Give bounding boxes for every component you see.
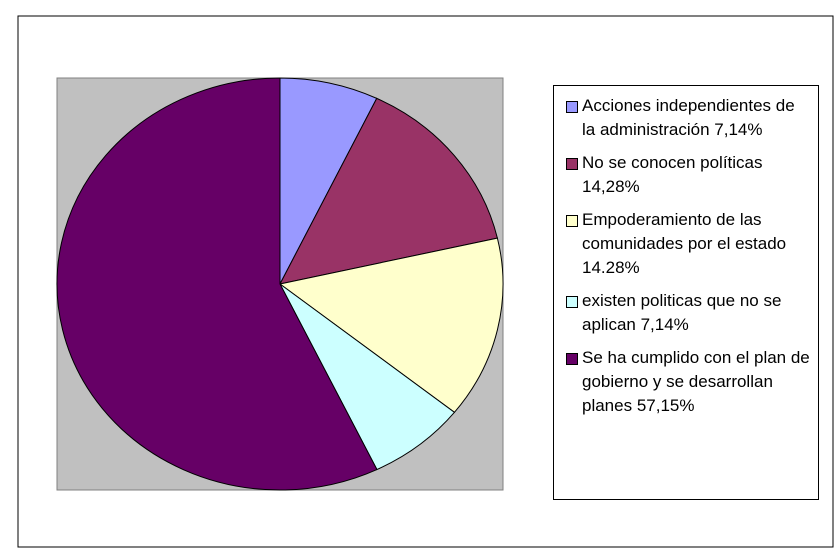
legend-swatch: [566, 158, 578, 170]
legend-item: Se ha cumplido con el plan de gobierno y…: [566, 346, 812, 418]
legend-label: Empoderamiento de las comunidades por el…: [582, 210, 787, 277]
pie-slice: [279, 77, 378, 285]
legend-swatch: [566, 101, 578, 113]
legend-item: Empoderamiento de las comunidades por el…: [566, 208, 812, 280]
pie-slice: [279, 283, 456, 471]
pie-slice: [279, 97, 498, 285]
legend-swatch: [566, 353, 578, 365]
legend-label: No se conocen políticas 14,28%: [582, 153, 763, 196]
legend-swatch: [566, 296, 578, 308]
legend-item: Acciones independientes de la administra…: [566, 94, 812, 142]
pie-slice: [278, 237, 504, 414]
legend-label: Acciones independientes de la administra…: [582, 96, 795, 139]
legend: Acciones independientes de la administra…: [553, 85, 819, 500]
legend-label: existen politicas que no se aplican 7,14…: [582, 291, 782, 334]
legend-item: existen politicas que no se aplican 7,14…: [566, 289, 812, 337]
pie: [56, 77, 504, 491]
legend-item: No se conocen políticas 14,28%: [566, 151, 812, 199]
legend-swatch: [566, 215, 578, 227]
pie-slice: [56, 77, 378, 491]
legend-label: Se ha cumplido con el plan de gobierno y…: [582, 348, 810, 415]
